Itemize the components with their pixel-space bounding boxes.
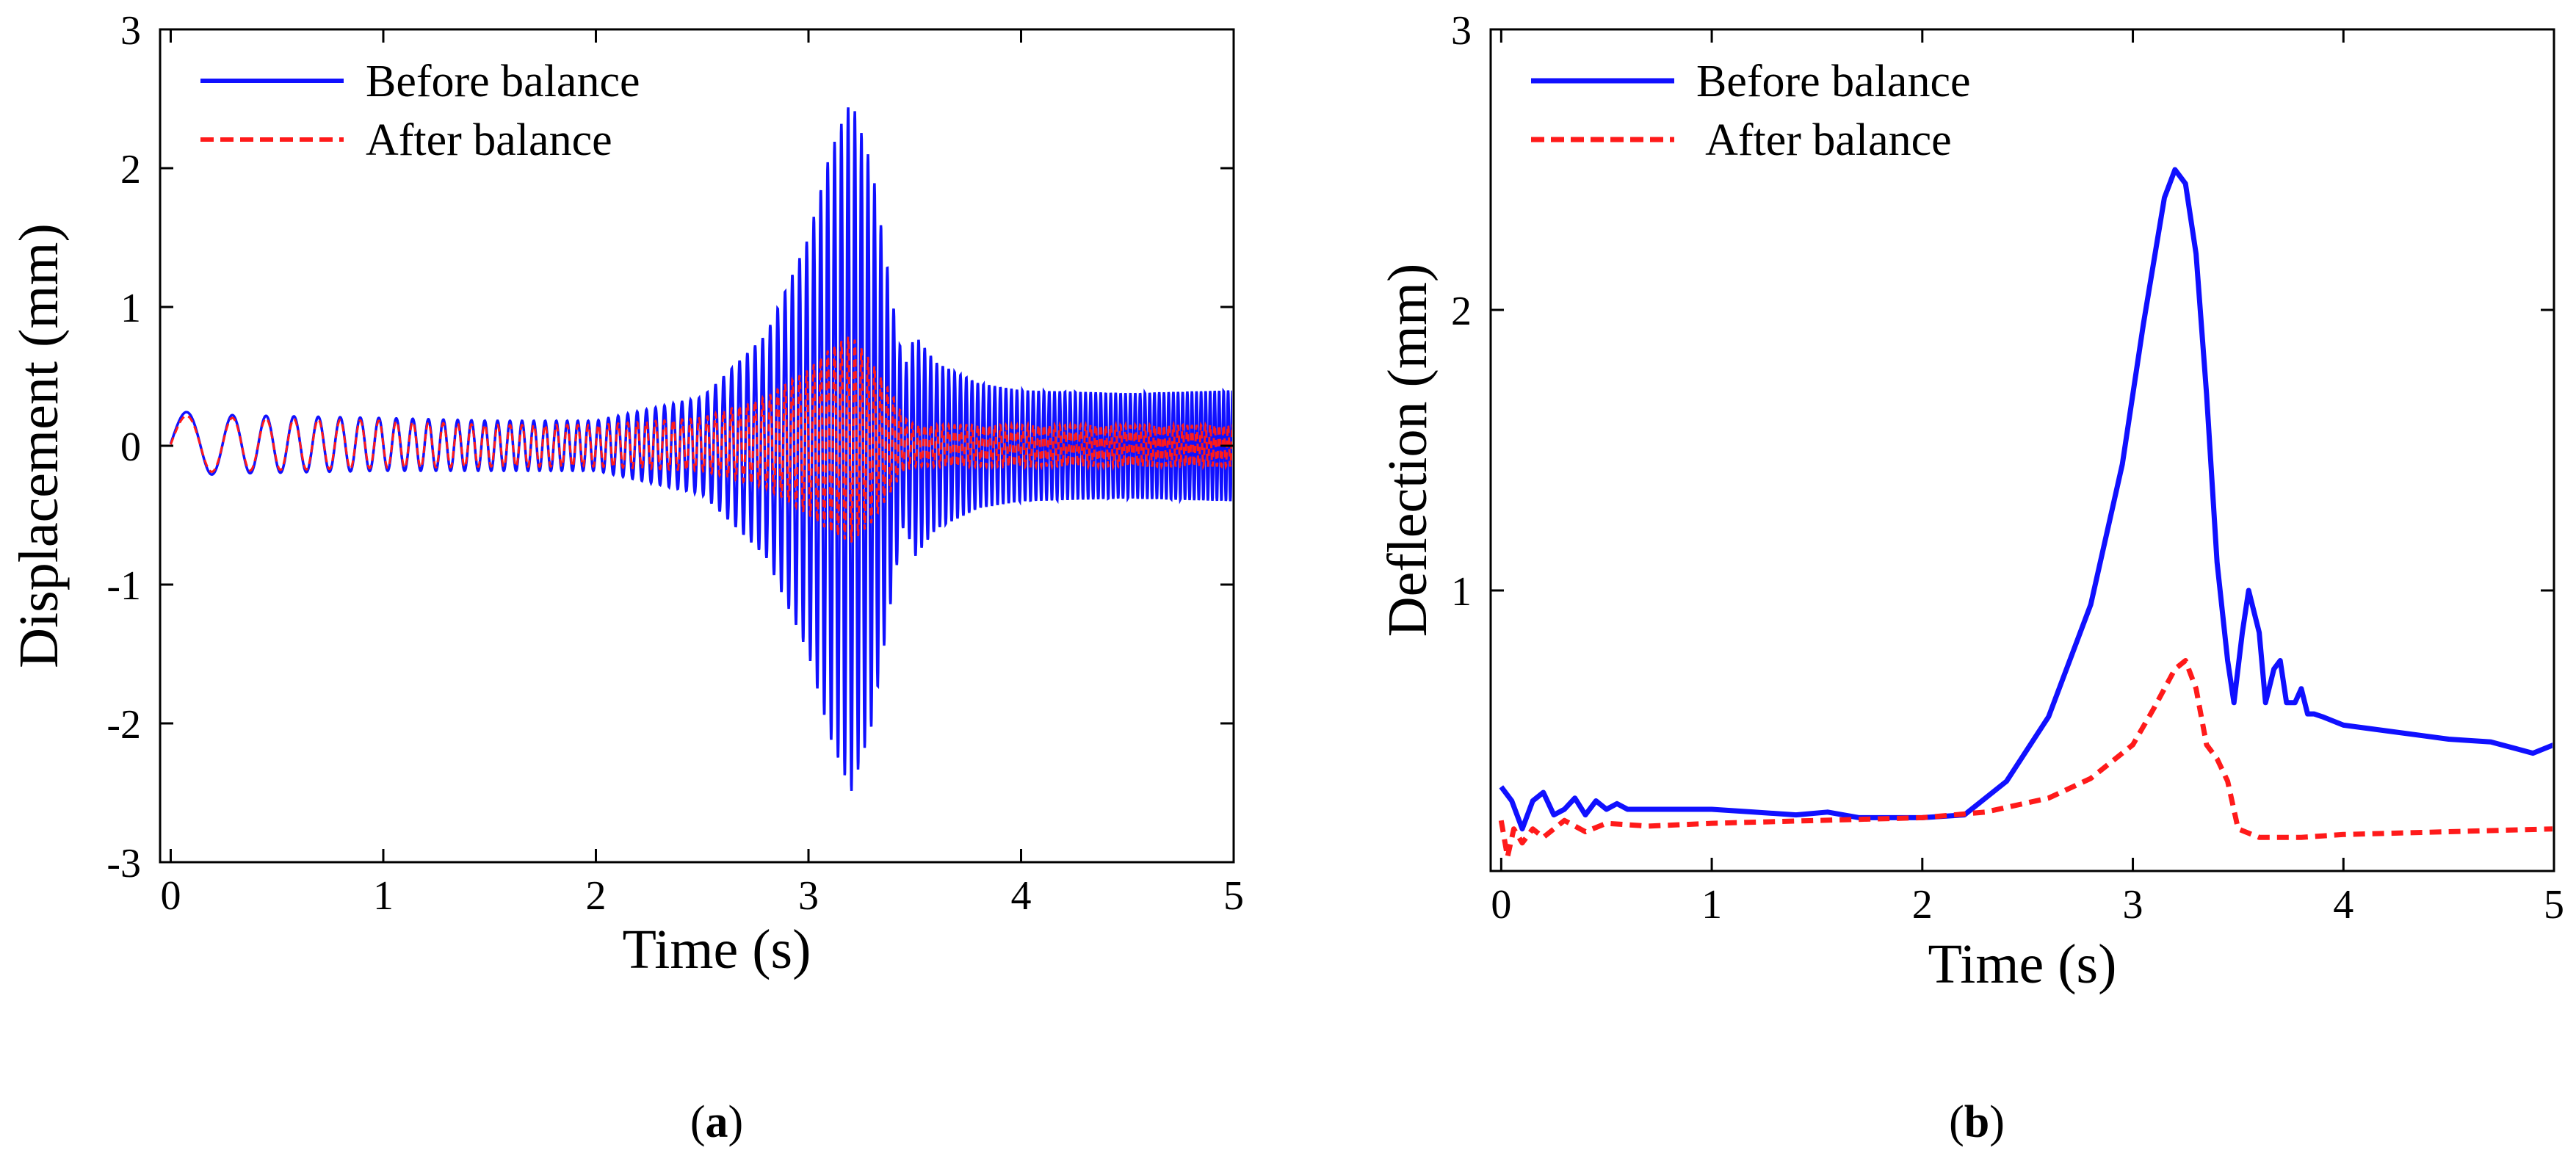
panel-b-x-tick-label-3: 3 [2123, 882, 2143, 928]
panel-a-x-tick-label-5: 5 [1223, 873, 1244, 919]
panel-b-label: (b) [1949, 1097, 2005, 1147]
panel-a-label: (a) [690, 1097, 743, 1147]
panel-b-legend-label-1: After balance [1696, 115, 1952, 165]
panel-b-x-tick-label-0: 0 [1491, 882, 1511, 928]
panel-b-series-group [1498, 167, 2553, 860]
panel-a-label-close: ) [728, 1097, 744, 1147]
panel-a-series-after-line [170, 336, 1232, 543]
panel-b-x-tick-label-2: 2 [1912, 882, 1933, 928]
panel-a-legend-label-1: After balance [366, 115, 612, 165]
panel-a-x-tick-label-1: 1 [373, 873, 394, 919]
panel-b-label-close: ) [1989, 1097, 2005, 1147]
panel-b-chart: 0 1 2 3 4 5 1 2 3 Before balance After balance T… [1377, 8, 2564, 1147]
panel-a-legend-label-0: Before balance [366, 57, 640, 106]
panel-b-label-open: ( [1949, 1097, 1964, 1147]
panel-a-series-group [169, 107, 1232, 791]
panel-b-x-tick-label-4: 4 [2333, 882, 2354, 928]
panel-a-y-tick-label-2: -1 [106, 563, 141, 609]
panel-b-y-tick-label-2: 3 [1451, 8, 1472, 54]
panel-b-x-tick-label-1: 1 [1701, 882, 1722, 928]
panel-a-label-open: ( [690, 1097, 706, 1147]
panel-a-ticks: 0 1 2 3 4 5 -3 -2 -1 0 1 2 3 [106, 8, 1244, 919]
panel-a-x-tick-label-4: 4 [1010, 873, 1031, 919]
panel-b-y-tick-label-0: 1 [1451, 569, 1472, 615]
panel-b-y-axis-title: Deflection (mm) [1377, 264, 1439, 637]
panel-b-legend-label-0: Before balance [1696, 57, 1970, 106]
panel-a-y-axis-title: Displacement (mm) [8, 223, 70, 668]
panel-a-y-tick-label-1: -2 [106, 702, 141, 748]
panel-a-x-tick-label-3: 3 [798, 873, 819, 919]
panel-a-y-tick-label-4: 1 [120, 286, 141, 331]
panel-a-legend: Before balance After balance [200, 57, 640, 165]
panel-a-y-tick-label-3: 0 [120, 424, 141, 470]
panel-a-x-tick-label-2: 2 [585, 873, 606, 919]
panel-b-x-tick-label-5: 5 [2544, 882, 2564, 928]
panel-a-x-tick-label-0: 0 [160, 873, 181, 919]
panel-b-legend: Before balance After balance [1531, 57, 1970, 165]
panel-b-y-tick-label-1: 2 [1451, 289, 1472, 334]
panel-b-plot-frame [1489, 28, 2555, 872]
panel-a-chart: 0 1 2 3 4 5 -3 -2 -1 0 1 2 3 Before balance After bal… [8, 8, 1244, 1147]
panel-a-x-axis-title: Time (s) [623, 919, 811, 980]
panel-b-series-before-line [1499, 167, 2553, 832]
panel-b-label-letter: b [1964, 1097, 1989, 1147]
panel-b-series-after-line [1498, 658, 2553, 860]
panel-a-label-letter: a [706, 1097, 728, 1147]
panel-b-x-axis-title: Time (s) [1928, 933, 2117, 995]
panel-a-y-tick-label-0: -3 [106, 841, 141, 886]
panel-a-y-tick-label-6: 3 [120, 8, 141, 54]
panel-b-ticks: 0 1 2 3 4 5 1 2 3 [1451, 8, 2564, 928]
panel-a-y-tick-label-5: 2 [120, 147, 141, 192]
